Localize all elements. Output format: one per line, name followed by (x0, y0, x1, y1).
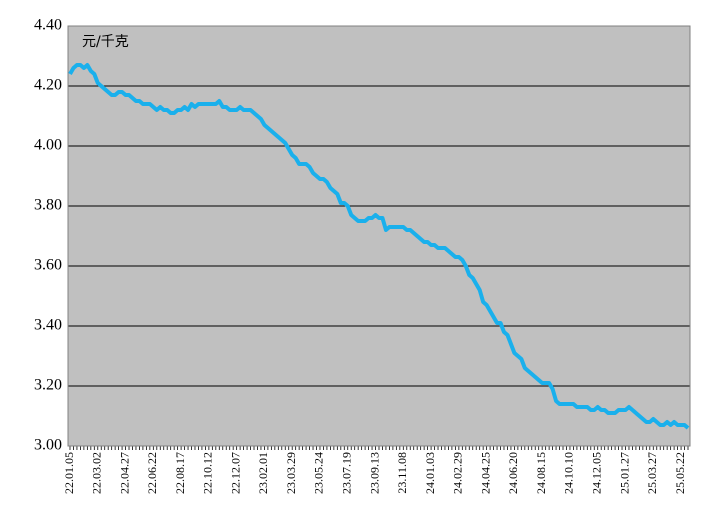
x-tick-label: 22.06.22 (145, 452, 159, 494)
y-tick-label: 3.00 (34, 437, 62, 454)
x-tick-label: 25.05.22 (673, 452, 687, 494)
unit-annotation: 元/千克 (82, 34, 129, 50)
x-tick-label: 25.01.27 (617, 452, 631, 494)
y-tick-label: 3.20 (34, 377, 62, 394)
x-tick-label: 24.08.15 (534, 452, 548, 494)
y-tick-label: 3.80 (34, 197, 62, 214)
y-tick-label: 3.60 (34, 257, 62, 274)
plot-area (68, 26, 690, 446)
x-tick-label: 22.12.07 (228, 452, 242, 494)
x-tick-label: 23.09.13 (367, 452, 381, 494)
x-tick-label: 25.03.27 (645, 452, 659, 494)
x-tick-label: 23.03.29 (284, 452, 298, 494)
y-tick-label: 3.40 (34, 317, 62, 334)
x-tick-label: 24.12.05 (589, 452, 603, 494)
x-tick-label: 23.02.01 (256, 452, 270, 494)
x-tick-label: 22.03.02 (90, 452, 104, 494)
x-tick-label: 23.05.24 (312, 452, 326, 494)
x-tick-label: 24.01.03 (423, 452, 437, 494)
x-tick-label: 24.10.10 (562, 452, 576, 494)
plot-border (67, 25, 691, 447)
x-tick-label: 23.11.08 (395, 452, 409, 494)
x-tick-label: 22.10.12 (201, 452, 215, 494)
x-tick-label: 24.02.29 (451, 452, 465, 494)
y-tick-label: 4.00 (34, 137, 62, 154)
x-tick-label: 24.06.20 (506, 452, 520, 494)
x-tick-label: 23.07.19 (340, 452, 354, 494)
x-tick-label: 22.01.05 (62, 452, 76, 494)
x-tick-label: 24.04.25 (478, 452, 492, 494)
y-tick-label: 4.40 (34, 17, 62, 34)
y-tick-label: 4.20 (34, 77, 62, 94)
x-tick-label: 22.08.17 (173, 452, 187, 494)
price-line (68, 63, 690, 430)
x-tick-label: 22.04.27 (117, 452, 131, 494)
